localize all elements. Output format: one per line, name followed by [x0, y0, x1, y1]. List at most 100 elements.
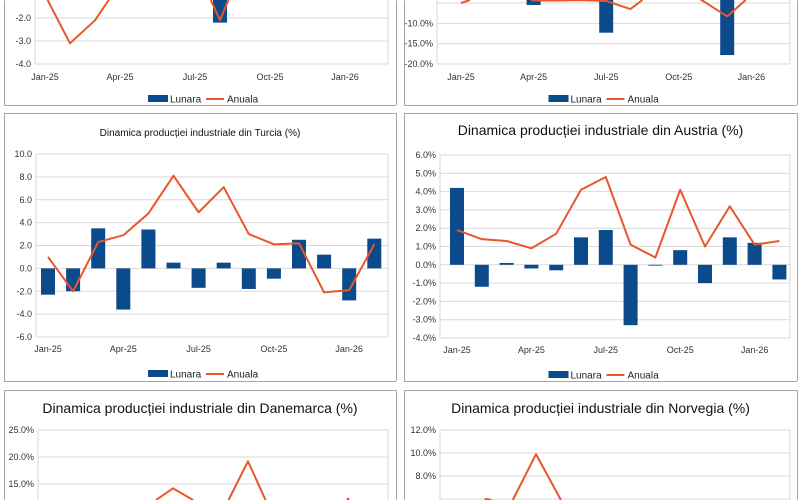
x-tick-label: Apr-25 — [520, 72, 547, 82]
chart-title: Dinamica producției industriale din Dane… — [42, 400, 357, 416]
y-tick-label: 2.0% — [415, 223, 436, 233]
legend-swatch-lunara — [148, 370, 168, 377]
x-tick-label: Apr-25 — [106, 72, 133, 82]
legend: Lunara Anuala — [148, 95, 259, 106]
y-tick-label: -4.0% — [412, 333, 436, 343]
line-anuala — [47, 174, 376, 294]
bar-lunara-Aug-25 — [216, 262, 231, 269]
bar-lunara-Jun-25 — [574, 237, 588, 265]
legend-label-anuala: Anuala — [227, 370, 259, 381]
y-tick-label: -2.0 — [16, 286, 32, 296]
y-tick-label: 4.0 — [19, 218, 32, 228]
legend-label-lunara: Lunara — [571, 371, 603, 382]
chart-title: Dinamica producției industriale din Aust… — [458, 122, 744, 138]
bar-lunara-Sep-25 — [241, 268, 256, 289]
y-tick-label: -3.0 — [15, 36, 31, 46]
y-tick-label: 6.0% — [415, 150, 436, 160]
legend-label-anuala: Anuala — [227, 95, 259, 106]
y-tick-label: -4.0 — [16, 309, 32, 319]
x-tick-label: Jan-26 — [738, 72, 766, 82]
y-tick-label: -20.0% — [404, 59, 433, 69]
chart-austria: -4.0% -3.0% -2.0% -1.0% 0.0% 1.0% 2.0% 3.0% 4.0%… — [404, 113, 798, 382]
bar-lunara-Aug-25 — [213, 0, 227, 23]
line-anuala — [456, 175, 780, 259]
legend: Lunara Anuala — [548, 95, 660, 106]
chart-turcia: -6.0 -4.0 -2.0 0.0 2.0 4.0 6.0 8.0 10.0 Dinamica … — [4, 113, 397, 382]
bar-lunara-Nov-25 — [292, 239, 306, 269]
y-tick-label: -1.0% — [412, 278, 436, 288]
x-tick-label: Jan-25 — [34, 344, 62, 354]
x-tick-label: Jan-26 — [335, 344, 363, 354]
y-tick-label: -2.0% — [412, 296, 436, 306]
y-tick-label: 0.0% — [415, 260, 436, 270]
y-tick-label: 10.0% — [410, 448, 436, 458]
legend-label-anuala: Anuala — [628, 371, 660, 382]
x-tick-label: Jul-25 — [183, 72, 208, 82]
bar-lunara-Mar-25 — [499, 262, 514, 265]
bar-lunara-Jul-25 — [191, 268, 206, 288]
bar-lunara-Jan-26 — [747, 242, 762, 265]
chart-norvegia: 8.0% 10.0% 12.0% Dinamica producției indust… — [404, 390, 798, 500]
line-anuala — [700, 0, 747, 18]
bar-lunara-Aug-25 — [623, 264, 638, 326]
chart-panel — [404, 390, 797, 500]
bar-lunara-Feb-26 — [367, 238, 382, 269]
y-tick-label: 12.0% — [410, 425, 436, 435]
bar-lunara-Jun-25 — [166, 262, 181, 269]
bar-lunara-Feb-25 — [474, 264, 489, 287]
y-tick-label: 8.0% — [415, 471, 436, 481]
x-tick-label: Apr-25 — [110, 344, 137, 354]
bar-lunara-Mar-25 — [91, 228, 106, 269]
x-tick-label: Jan-26 — [741, 345, 769, 355]
legend-label-lunara: Lunara — [571, 95, 603, 106]
y-tick-label: 2.0 — [19, 241, 32, 251]
x-tick-label: Jan-26 — [331, 72, 359, 82]
legend-swatch-lunara — [548, 95, 569, 102]
line-anuala — [460, 0, 471, 4]
chart-title: Dinamica producției industriale din Norv… — [451, 400, 750, 416]
chart-top-right: -20.0% -15.0% -10.0% Jan-25 Apr-25 Jul-25 Oct-… — [404, 0, 798, 106]
y-tick-label: 8.0 — [19, 172, 32, 182]
y-tick-label: -4.0 — [15, 59, 31, 69]
x-tick-label: Apr-25 — [518, 345, 545, 355]
legend-label-anuala: Anuala — [628, 95, 660, 106]
bar-lunara-Dec-25 — [722, 237, 737, 265]
bar-lunara-Oct-25 — [673, 250, 688, 265]
bar-lunara-Sep-25 — [648, 264, 663, 266]
x-tick-label: Jan-25 — [447, 72, 475, 82]
bar-lunara-Dec-25 — [720, 0, 735, 56]
bar-lunara-Feb-26 — [772, 264, 787, 280]
chart-top-left: -4.0 -3.0 -2.0 Jan-25 Apr-25 Jul-25 Oct-25 Jan-… — [4, 0, 397, 106]
bar-lunara-Apr-25 — [116, 268, 131, 310]
y-tick-label: 10.0 — [14, 149, 32, 159]
legend-label-lunara: Lunara — [170, 95, 202, 106]
y-tick-label: 6.0 — [19, 195, 32, 205]
x-tick-label: Oct-25 — [260, 344, 287, 354]
bar-lunara-Jan-25 — [41, 268, 55, 295]
chart-panel — [4, 113, 396, 381]
y-tick-label: -15.0% — [404, 39, 433, 49]
y-tick-label: -3.0% — [412, 315, 436, 325]
bar-lunara-Jan-26 — [342, 268, 357, 301]
bar-lunara-Jul-25 — [598, 230, 613, 265]
bar-lunara-Jul-25 — [599, 0, 614, 33]
bar-lunara-May-25 — [549, 264, 564, 271]
x-tick-label: Jul-25 — [594, 72, 619, 82]
y-tick-label: 5.0% — [415, 168, 436, 178]
y-tick-label: 4.0% — [415, 187, 436, 197]
bar-lunara-Apr-25 — [524, 264, 539, 269]
legend: Lunara Anuala — [548, 371, 660, 382]
y-tick-label: 25.0% — [8, 425, 34, 435]
chart-panel — [4, 390, 396, 500]
x-tick-label: Oct-25 — [256, 72, 283, 82]
bar-lunara-Oct-25 — [266, 268, 281, 279]
x-tick-label: Jul-25 — [594, 345, 619, 355]
chart-panel — [4, 0, 396, 105]
line-anuala — [46, 0, 110, 45]
y-tick-label: 15.0% — [8, 479, 34, 489]
x-tick-label: Oct-25 — [665, 72, 692, 82]
legend: Lunara Anuala — [148, 370, 259, 381]
legend-swatch-lunara — [548, 371, 569, 378]
chart-danemarca: 15.0% 20.0% 25.0% Dinamica producției indus… — [4, 390, 397, 500]
